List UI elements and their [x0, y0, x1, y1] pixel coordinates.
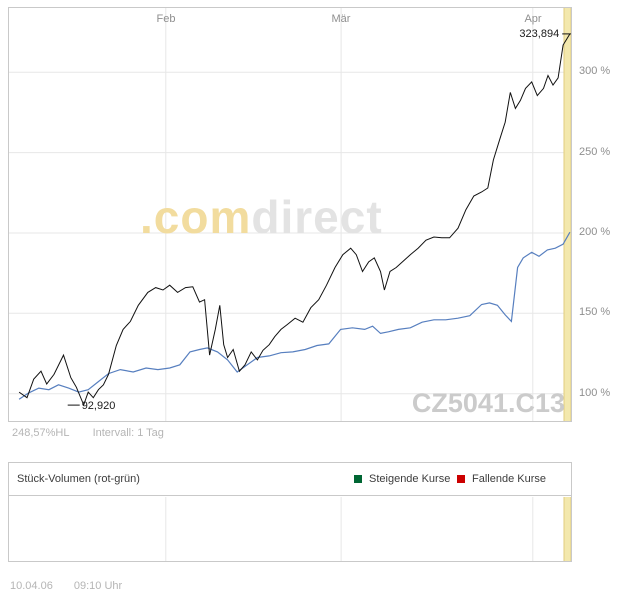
timestamp-footer: 10.04.06 09:10 Uhr — [10, 580, 140, 592]
volume-header: Stück-Volumen (rot-grün) Steigende Kurse… — [9, 463, 571, 496]
volume-chart-panel: Stück-Volumen (rot-grün) Steigende Kurse… — [8, 462, 572, 562]
y-axis-tick-label: 250 % — [579, 146, 611, 158]
price-line — [18, 33, 571, 407]
annotation-low-price: 92,920 — [82, 400, 116, 412]
x-axis-month-label: Mär — [331, 13, 351, 25]
benchmark-line — [18, 231, 571, 400]
legend-falling-label: Fallende Kurse — [472, 473, 546, 485]
x-axis-month-label: Feb — [156, 13, 176, 25]
x-axis-month-label: Apr — [524, 13, 542, 25]
chart-info-row: 248,57%HL Intervall: 1 Tag — [12, 427, 184, 439]
volume-chart-svg — [165, 497, 571, 561]
current-period-band — [564, 497, 571, 561]
y-axis-tick-label: 200 % — [579, 226, 611, 238]
annotation-last-price: 323,894 — [519, 28, 559, 40]
legend-falling-prices: Fallende Kurse — [457, 473, 546, 485]
price-chart-panel: 323,894 92,920 — [8, 7, 572, 422]
price-chart-svg: 323,894 92,920 — [9, 8, 571, 421]
current-period-band — [564, 8, 571, 421]
footer-date: 10.04.06 — [10, 580, 53, 592]
volume-title: Stück-Volumen (rot-grün) — [17, 473, 140, 485]
y-axis-tick-label: 100 % — [579, 387, 611, 399]
range-percent-label: 248,57%HL — [12, 427, 70, 439]
y-axis-tick-label: 150 % — [579, 306, 611, 318]
legend-rising-prices: Steigende Kurse — [354, 473, 450, 485]
rising-prices-swatch-icon — [354, 475, 362, 483]
legend-rising-label: Steigende Kurse — [369, 473, 451, 485]
falling-prices-swatch-icon — [457, 475, 465, 483]
y-axis-tick-label: 300 % — [579, 65, 611, 77]
interval-label: Intervall: 1 Tag — [92, 427, 164, 439]
footer-time: 09:10 Uhr — [73, 580, 123, 592]
